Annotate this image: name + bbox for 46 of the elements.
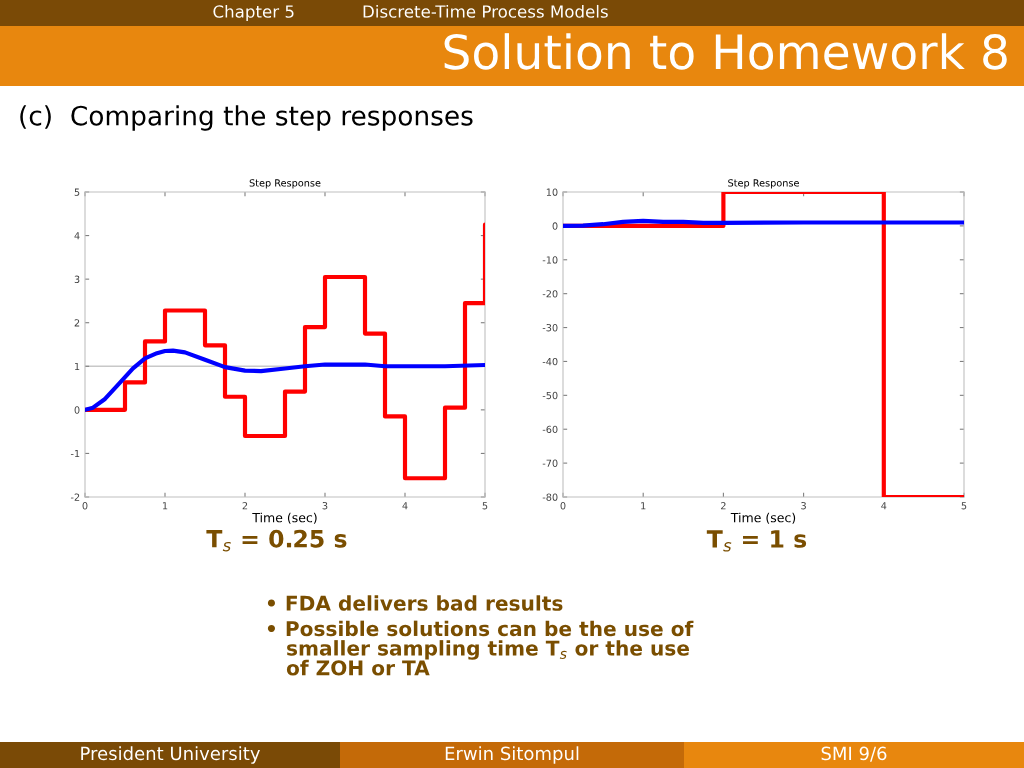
y-tick-label: -70: [542, 459, 558, 467]
x-tick-label: 4: [402, 502, 408, 510]
y-tick-label: -1: [70, 450, 80, 458]
x-tick-label: 2: [242, 502, 248, 510]
text: Erwin Sitompul: [445, 746, 579, 764]
text: Solution to Homework 8: [444, 33, 1007, 70]
text: T$_{s}$ = 0.25 s: [206, 529, 347, 552]
x-tick-label: 0: [82, 502, 88, 510]
x-tick-label: 2: [721, 502, 726, 510]
x-tick-label: 5: [482, 502, 488, 510]
y-tick-label: 5: [74, 188, 80, 196]
y-tick-label: -20: [542, 290, 558, 298]
line-series: [85, 348, 485, 412]
x-tick-label: 4: [881, 502, 887, 510]
y-tick-label: -40: [542, 357, 558, 366]
y-tick-label: -50: [542, 391, 558, 400]
y-tick-label: 2: [74, 319, 80, 327]
x-tick-label: 3: [322, 502, 328, 510]
y-tick-label: 4: [74, 232, 80, 240]
text: • FDA delivers bad results: [267, 595, 563, 611]
text: T$_{s}$ = 1 s: [706, 530, 807, 552]
text: (c) Comparing the step responses: [20, 105, 473, 131]
y-tick-label: -60: [542, 425, 558, 434]
y-tick-label: 1: [75, 362, 80, 370]
x-tick-label: 3: [801, 502, 806, 510]
chart-title: Step Response: [728, 179, 799, 189]
text: Discrete-Time Process Models: [363, 4, 608, 18]
x-axis-title: Time (sec): [730, 512, 796, 524]
x-tick-label: 5: [961, 502, 967, 510]
y-tick-label: 10: [546, 188, 558, 196]
y-tick-label: 0: [74, 406, 80, 414]
y-tick-label: -10: [542, 256, 558, 264]
x-axis-title: Time (sec): [252, 512, 317, 524]
text: SMI 9/6: [821, 746, 887, 762]
text: President University: [81, 746, 260, 764]
chart-title: Step Response: [249, 179, 321, 189]
y-tick-label: 0: [552, 222, 558, 230]
x-tick-label: 0: [560, 502, 566, 510]
text: Chapter 5: [213, 4, 294, 22]
y-tick-label: 3: [74, 275, 80, 283]
y-tick-label: -30: [542, 324, 558, 332]
y-tick-label: -2: [70, 493, 80, 501]
y-tick-label: -80: [542, 493, 558, 501]
text: • Possible solutions can be the use of smaller sampling time T$_{s}$ or the use of ZOH or TA: [267, 620, 694, 676]
x-tick-label: 1: [641, 502, 646, 510]
x-tick-label: 1: [162, 502, 168, 510]
